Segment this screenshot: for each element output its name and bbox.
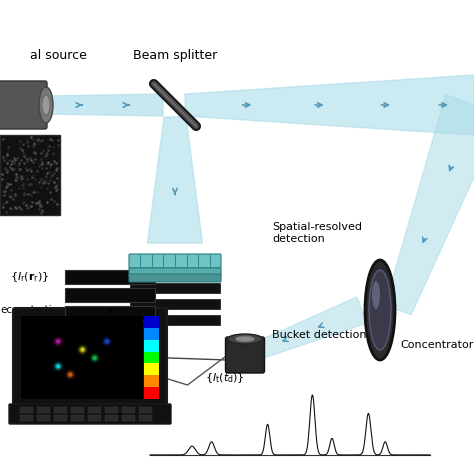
Bar bbox=[139, 407, 152, 413]
Bar bbox=[144, 316, 159, 328]
Bar bbox=[144, 328, 159, 340]
FancyBboxPatch shape bbox=[226, 337, 264, 373]
Bar bbox=[71, 415, 84, 421]
Bar bbox=[144, 364, 159, 375]
Bar bbox=[88, 415, 101, 421]
Text: Spatial-resolved
detection: Spatial-resolved detection bbox=[272, 222, 362, 245]
Text: Bucket detection: Bucket detection bbox=[272, 330, 366, 340]
Bar bbox=[20, 407, 33, 413]
Text: econstrction: econstrction bbox=[0, 305, 65, 315]
Bar bbox=[54, 407, 67, 413]
FancyBboxPatch shape bbox=[0, 135, 60, 215]
Ellipse shape bbox=[236, 336, 255, 342]
Bar bbox=[37, 415, 50, 421]
Bar bbox=[20, 415, 33, 421]
Bar bbox=[71, 407, 84, 413]
FancyBboxPatch shape bbox=[9, 404, 171, 424]
Text: $\{I_{\mathrm{t}}(t_{\mathrm{d}})\}$: $\{I_{\mathrm{t}}(t_{\mathrm{d}})\}$ bbox=[205, 371, 245, 385]
FancyBboxPatch shape bbox=[130, 283, 220, 293]
Bar bbox=[105, 407, 118, 413]
FancyBboxPatch shape bbox=[130, 299, 220, 309]
FancyBboxPatch shape bbox=[0, 81, 47, 129]
FancyBboxPatch shape bbox=[65, 288, 155, 302]
Ellipse shape bbox=[365, 260, 395, 360]
Bar bbox=[144, 340, 159, 352]
FancyBboxPatch shape bbox=[130, 315, 220, 325]
Polygon shape bbox=[385, 95, 474, 315]
FancyBboxPatch shape bbox=[129, 268, 221, 276]
FancyBboxPatch shape bbox=[13, 308, 167, 407]
Bar bbox=[54, 415, 67, 421]
Polygon shape bbox=[45, 94, 163, 116]
Bar bbox=[122, 415, 135, 421]
FancyBboxPatch shape bbox=[65, 306, 155, 320]
Ellipse shape bbox=[369, 270, 391, 350]
Bar bbox=[37, 407, 50, 413]
Ellipse shape bbox=[39, 87, 53, 123]
Ellipse shape bbox=[42, 95, 50, 115]
Bar bbox=[105, 415, 118, 421]
FancyBboxPatch shape bbox=[65, 270, 155, 284]
Bar bbox=[88, 407, 101, 413]
Ellipse shape bbox=[372, 281, 380, 309]
Polygon shape bbox=[257, 297, 367, 358]
Bar bbox=[139, 415, 152, 421]
Ellipse shape bbox=[228, 334, 263, 344]
FancyBboxPatch shape bbox=[129, 254, 221, 268]
Text: Concentrator: Concentrator bbox=[400, 340, 474, 350]
Bar bbox=[144, 375, 159, 387]
Text: $\{I_{\mathrm{r}}(\mathbf{r}_{\mathrm{r}})\}$: $\{I_{\mathrm{r}}(\mathbf{r}_{\mathrm{r}… bbox=[10, 270, 49, 284]
Bar bbox=[144, 387, 159, 399]
FancyBboxPatch shape bbox=[129, 274, 221, 282]
Text: Beam splitter: Beam splitter bbox=[133, 49, 217, 62]
Bar bbox=[122, 407, 135, 413]
Bar bbox=[144, 352, 159, 364]
Text: al source: al source bbox=[30, 49, 87, 62]
Polygon shape bbox=[185, 75, 474, 135]
Polygon shape bbox=[147, 117, 202, 243]
